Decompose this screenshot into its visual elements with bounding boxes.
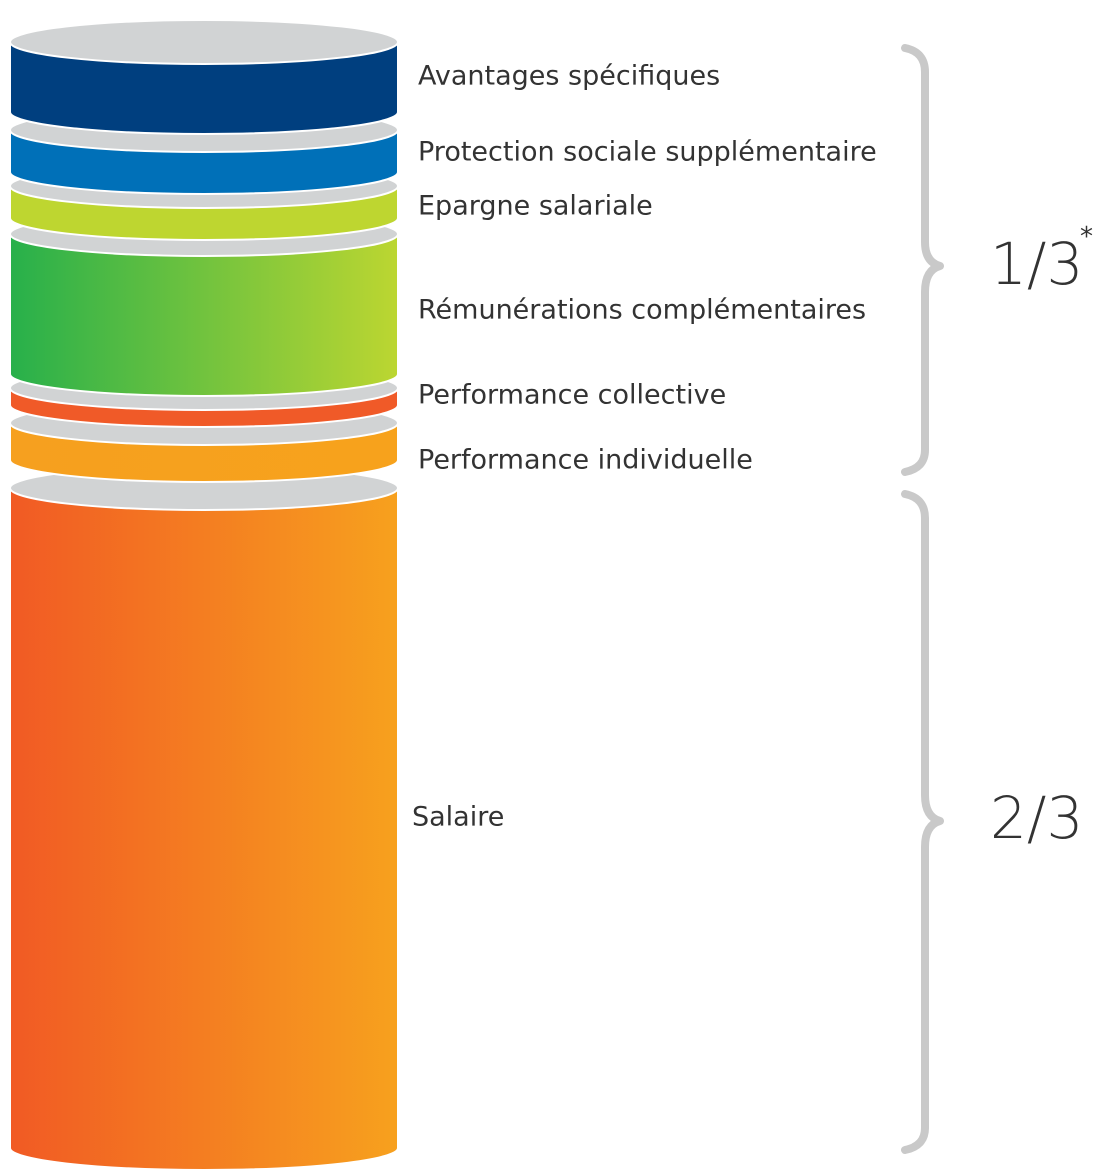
segment-body [9,487,399,1171]
labels: Avantages spécifiques Protection sociale… [412,61,877,833]
segment-label: Performance individuelle [418,445,753,476]
segment-label: Epargne salariale [418,191,653,222]
segment-body [9,233,399,397]
brace [901,490,944,1154]
segment-top [9,19,399,65]
cylinder [9,19,399,1171]
segment-label: Avantages spécifiques [418,61,720,92]
brace-note: * [1080,222,1093,252]
brace-label: 1/3 [990,230,1083,298]
segment-label: Performance collective [418,380,726,411]
brace-label: 2/3 [990,784,1083,852]
brace [901,44,944,476]
segment-label: Protection sociale supplémentaire [418,137,877,168]
segment-body [9,41,399,135]
segment-label: Salaire [412,802,504,833]
segment-label: Rémunérations complémentaires [418,295,866,326]
